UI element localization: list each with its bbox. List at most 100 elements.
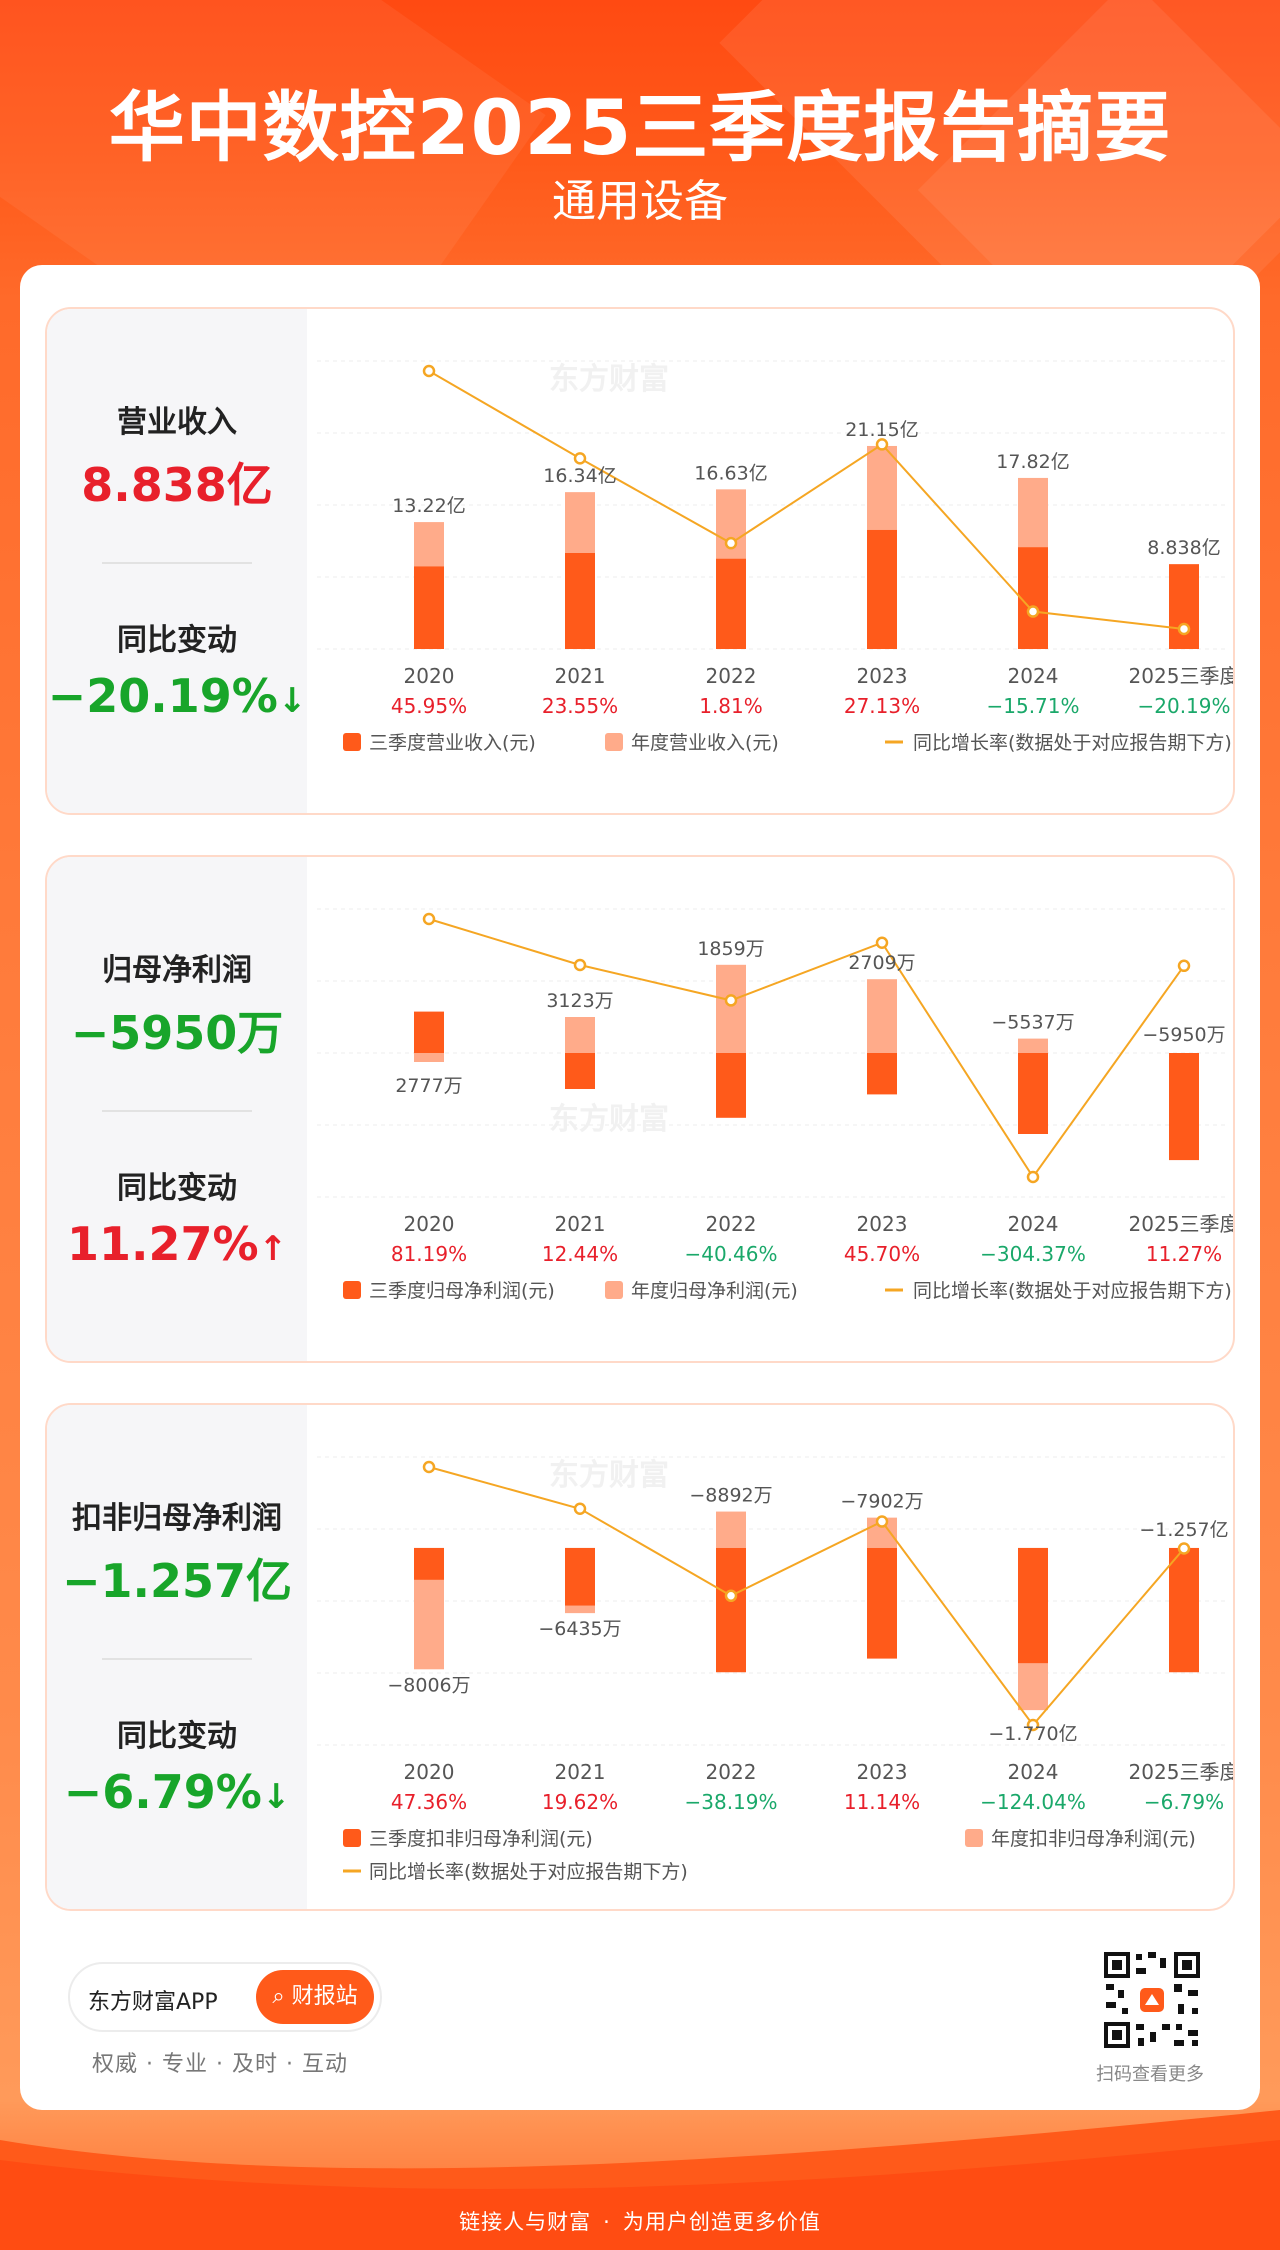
arrow-up-icon: ↑ (258, 1229, 288, 1269)
x-tick-label: 2023 (857, 1760, 908, 1784)
growth-label: 19.62% (542, 1790, 618, 1814)
x-tick-label: 2023 (857, 1212, 908, 1236)
legend-annual: 年度扣非归母净利润(元) (991, 1828, 1196, 1850)
legend-q3: 三季度营业收入(元) (369, 732, 536, 754)
bar-label: −1.257亿 (1139, 1519, 1228, 1541)
x-tick-label: 2020 (404, 1760, 455, 1784)
deducted-net-profit-panel: 扣非归母净利润 −1.257亿 同比变动 −6.79%↓ 东方财富 −8006万 −… (45, 1403, 1235, 1911)
legend-swatch-q3 (343, 1829, 361, 1847)
growth-point (573, 1502, 587, 1516)
change-percent: −20.19% (47, 669, 278, 723)
q3-bar (1169, 1053, 1199, 1161)
divider (102, 1658, 252, 1660)
growth-point (422, 1460, 436, 1474)
q3-bar (414, 1547, 444, 1580)
growth-point (422, 912, 436, 926)
report-card: 营业收入 8.838亿 同比变动 −20.19%↓ 东方财富 13.22亿 16.3… (20, 265, 1260, 2110)
legend-growth: 同比增长率(数据处于对应报告期下方) (913, 732, 1232, 754)
qr-caption: 扫码查看更多 (1096, 2064, 1204, 2085)
bar-label: −6435万 (538, 1618, 621, 1640)
bar-label: 16.63亿 (694, 462, 767, 484)
watermark: 东方财富 (549, 1102, 669, 1137)
q3-bar (565, 1547, 595, 1606)
q3-bar (414, 566, 444, 649)
x-tick-label: 2020 (404, 664, 455, 688)
annual-bar (867, 979, 897, 1053)
annual-bar (716, 964, 746, 1053)
x-tick-label: 2021 (555, 1760, 606, 1784)
growth-point (724, 1589, 738, 1603)
growth-point (1177, 1542, 1191, 1555)
net-profit-summary: 归母净利润 −5950万 同比变动 11.27%↑ (47, 857, 307, 1361)
x-tick-label: 2025三季度 (1129, 1760, 1235, 1784)
growth-label: 47.36% (391, 1790, 467, 1814)
growth-point (875, 438, 889, 451)
slogan: 权威 · 专业 · 及时 · 互动 (92, 2052, 348, 2077)
annual-bar (1018, 1038, 1048, 1053)
q3-bar (716, 558, 746, 649)
change-percent: −6.79% (63, 1765, 262, 1819)
growth-label: 27.13% (844, 694, 920, 718)
growth-point (724, 994, 738, 1007)
net-profit-panel: 归母净利润 −5950万 同比变动 11.27%↑ 东方财富 2777万 3123万… (45, 855, 1235, 1363)
bar-label: 13.22亿 (392, 495, 465, 517)
x-tick-label: 2024 (1008, 1760, 1059, 1784)
x-tick-label: 2022 (706, 1212, 757, 1236)
growth-label: 23.55% (542, 694, 618, 718)
q3-bar (867, 1547, 897, 1659)
x-tick-label: 2024 (1008, 664, 1059, 688)
x-tick-label: 2025三季度 (1129, 664, 1235, 688)
growth-label: 11.27% (1146, 1242, 1222, 1266)
growth-label: 45.70% (844, 1242, 920, 1266)
x-tick-label: 2021 (555, 664, 606, 688)
change-value: −6.79%↓ (47, 1765, 307, 1819)
q3-bar (1018, 547, 1048, 649)
growth-point (1026, 1170, 1040, 1184)
growth-label: 11.14% (844, 1790, 920, 1814)
qr-code-icon[interactable] (1102, 1950, 1202, 2050)
legend-growth: 同比增长率(数据处于对应报告期下方) (913, 1280, 1232, 1302)
metric-label: 归母净利润 (102, 953, 252, 988)
tagline-part-1: 链接人与财富 (459, 2210, 592, 2234)
q3-bar (565, 553, 595, 649)
bar-label: 2709万 (848, 952, 915, 974)
growth-label: 45.95% (391, 694, 467, 718)
bar-label: 3123万 (546, 990, 613, 1012)
growth-label: 12.44% (542, 1242, 618, 1266)
bar-label: 16.34亿 (543, 465, 616, 487)
legend-growth: 同比增长率(数据处于对应报告期下方) (369, 1861, 688, 1883)
q3-bar (1018, 1053, 1048, 1134)
legend-q3: 三季度归母净利润(元) (369, 1280, 555, 1302)
annual-bar (565, 1017, 595, 1053)
change-label: 同比变动 (117, 1171, 237, 1206)
legend-swatch-q3 (343, 1281, 361, 1299)
growth-label: −6.79% (1144, 1790, 1224, 1814)
bottom-tagline: 链接人与财富 · 为用户创造更多价值 (0, 2206, 1280, 2236)
industry-subtitle: 通用设备 (552, 176, 728, 227)
change-percent: 11.27% (66, 1217, 259, 1271)
growth-line (428, 1466, 1185, 1727)
growth-label: 1.81% (699, 694, 763, 718)
arrow-down-icon: ↓ (277, 681, 307, 721)
legend-q3: 三季度扣非归母净利润(元) (369, 1828, 593, 1850)
bar-label: 21.15亿 (845, 419, 918, 441)
app-promo-pill[interactable]: 东方财富APP ⌕ 财报站 (68, 1962, 382, 2032)
growth-point (875, 1515, 889, 1528)
change-label: 同比变动 (117, 1719, 237, 1754)
growth-point (1026, 605, 1040, 618)
bar-label: −8006万 (387, 1674, 470, 1696)
divider (102, 562, 252, 564)
deducted-net-profit-chart: 东方财富 −8006万 −6435万 −8892万 −7902万 −1.770亿 −1.25… (317, 1456, 1235, 1883)
legend-annual: 年度营业收入(元) (631, 732, 779, 754)
q3-bar (565, 1053, 595, 1089)
growth-line (428, 918, 1185, 1179)
growth-point (1177, 622, 1191, 636)
bottom-wave (0, 2110, 1280, 2250)
growth-label: −40.46% (684, 1242, 777, 1266)
q3-bar (414, 1011, 444, 1053)
report-station-button[interactable]: ⌕ 财报站 (256, 1970, 374, 2024)
growth-point (1177, 959, 1191, 973)
arrow-down-icon: ↓ (261, 1777, 291, 1817)
metric-value: 8.838亿 (81, 458, 273, 512)
legend-swatch-annual (605, 733, 623, 751)
